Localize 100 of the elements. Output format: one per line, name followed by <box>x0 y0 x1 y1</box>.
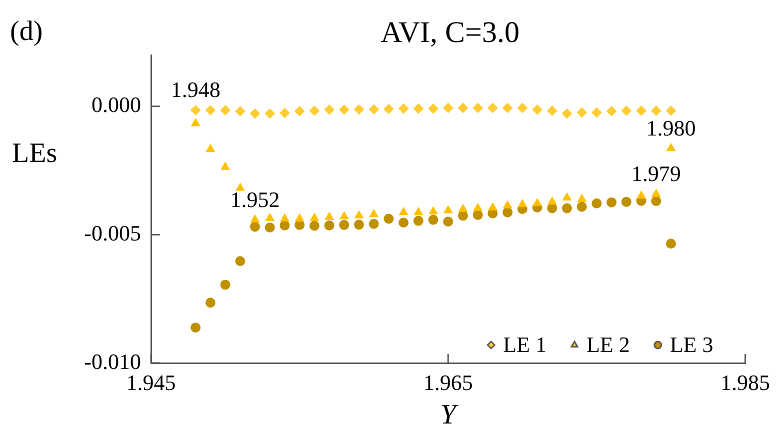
y-tick-label: 0.000 <box>92 92 141 118</box>
legend-label: LE 3 <box>670 332 714 357</box>
point <box>190 105 201 116</box>
point <box>190 322 201 333</box>
annotation: 1.980 <box>646 115 696 140</box>
point <box>324 104 334 115</box>
point <box>532 104 542 115</box>
x-tick-label: 1.985 <box>720 370 770 395</box>
point <box>547 106 558 116</box>
point <box>414 207 423 216</box>
point <box>236 182 245 191</box>
point <box>503 200 512 208</box>
point <box>592 198 602 208</box>
point <box>502 102 513 113</box>
point <box>458 204 468 212</box>
point <box>548 196 557 205</box>
point <box>532 198 542 206</box>
point <box>250 214 260 223</box>
point <box>592 107 602 118</box>
legend-label: LE 1 <box>503 332 547 357</box>
point <box>413 216 424 226</box>
point <box>205 105 216 116</box>
x-tick-label: 1.965 <box>423 370 473 395</box>
point <box>444 206 453 214</box>
point <box>621 196 632 207</box>
x-axis-title: Y <box>440 400 460 431</box>
point <box>295 214 304 222</box>
point <box>264 222 275 232</box>
y-tick-label: -0.005 <box>84 220 141 246</box>
point <box>636 106 646 116</box>
point <box>666 143 676 152</box>
point <box>666 106 676 116</box>
point <box>354 210 364 218</box>
point <box>280 108 290 118</box>
point <box>562 192 572 200</box>
point <box>340 211 349 220</box>
point <box>368 218 379 229</box>
point <box>220 162 230 170</box>
point <box>517 102 528 113</box>
point <box>621 106 632 116</box>
point <box>265 213 274 221</box>
point <box>368 104 379 114</box>
point <box>472 210 483 220</box>
point <box>354 220 364 230</box>
annotation: 1.979 <box>631 161 681 186</box>
point <box>488 102 498 113</box>
point <box>652 189 661 197</box>
point <box>562 203 572 214</box>
y-axis-title: LEs <box>12 138 58 169</box>
point <box>413 104 424 114</box>
point <box>220 280 230 290</box>
point <box>250 108 260 119</box>
point <box>576 202 587 212</box>
point <box>576 107 587 118</box>
point <box>562 108 572 119</box>
point <box>488 202 498 210</box>
point <box>398 104 409 114</box>
point <box>428 206 438 214</box>
point <box>235 106 246 116</box>
point <box>606 106 617 116</box>
point <box>280 214 290 222</box>
point <box>310 213 319 221</box>
point <box>458 210 468 221</box>
point <box>384 104 394 114</box>
point <box>205 298 216 308</box>
text: (d) <box>10 16 43 47</box>
point <box>472 102 483 113</box>
point <box>250 222 260 232</box>
point <box>384 214 394 224</box>
annotation: 1.948 <box>170 77 220 102</box>
point <box>206 144 215 152</box>
point <box>264 108 275 119</box>
point <box>458 102 468 113</box>
annotation: 1.952 <box>230 186 280 212</box>
point <box>324 220 334 230</box>
point <box>606 197 617 208</box>
point <box>339 220 350 230</box>
point <box>577 194 586 202</box>
point <box>354 104 364 114</box>
point <box>294 106 305 116</box>
point <box>398 218 409 228</box>
point <box>339 104 350 115</box>
point <box>280 220 290 230</box>
point <box>309 106 320 116</box>
chart-title: AVI, C=3.0 <box>380 16 520 49</box>
legend-label: LE 2 <box>586 332 630 357</box>
point <box>651 196 662 206</box>
point <box>502 207 513 218</box>
point <box>399 207 408 216</box>
point <box>443 102 454 113</box>
point <box>235 256 246 266</box>
point <box>220 105 230 116</box>
point <box>428 104 438 114</box>
point <box>473 203 482 211</box>
point <box>636 190 646 199</box>
point <box>309 220 320 231</box>
point <box>324 212 334 220</box>
point <box>666 238 676 249</box>
point <box>191 118 200 126</box>
point <box>443 216 454 227</box>
